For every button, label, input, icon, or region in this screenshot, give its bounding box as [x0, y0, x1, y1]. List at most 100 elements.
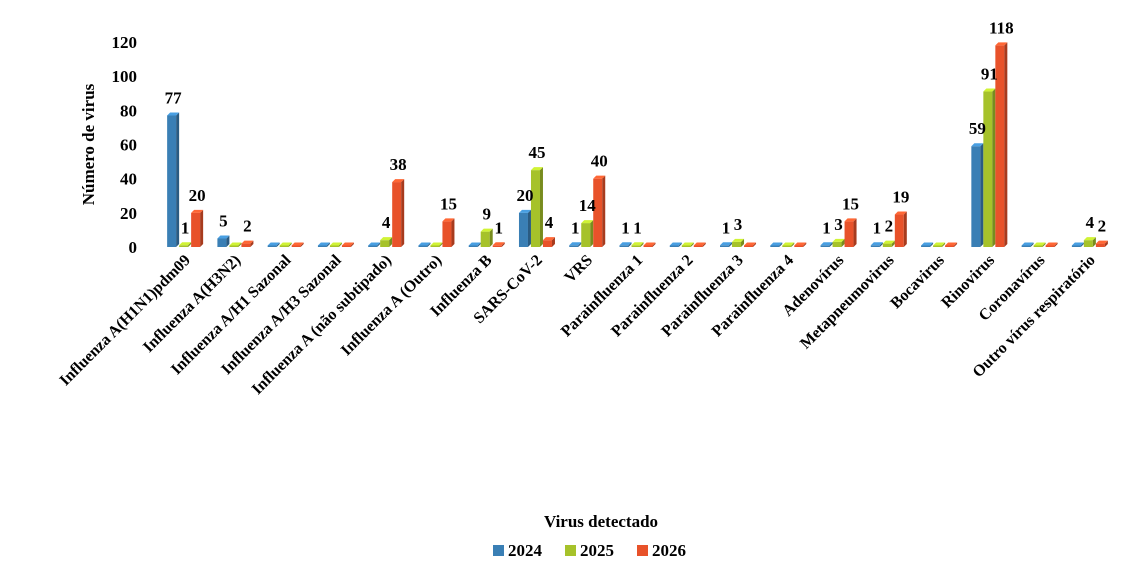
bar-front — [995, 45, 1005, 247]
bar-side — [326, 242, 330, 247]
bar-side — [980, 143, 984, 247]
bar — [418, 242, 431, 247]
bar-top — [167, 112, 180, 116]
y-tick-label: 0 — [129, 238, 138, 257]
bar — [581, 220, 594, 247]
bar — [191, 209, 204, 247]
x-tick-label: Metapneumovirus — [797, 252, 898, 353]
y-tick-label: 60 — [120, 136, 137, 155]
bar-front — [1021, 245, 1031, 247]
bar — [794, 242, 807, 247]
y-tick-label: 40 — [120, 170, 137, 189]
bar-front — [643, 245, 653, 247]
data-label: 45 — [528, 143, 545, 162]
bar — [341, 242, 354, 247]
legend-swatch — [637, 545, 648, 556]
bar-side — [942, 242, 946, 247]
bar-top — [820, 242, 833, 246]
bar-front — [770, 245, 780, 247]
bar-side — [389, 237, 393, 247]
data-label: 20 — [189, 186, 206, 205]
data-label: 1 — [621, 218, 630, 237]
bar — [267, 242, 280, 247]
bar — [681, 242, 694, 247]
bar-top — [518, 209, 531, 213]
bar-top — [368, 242, 381, 246]
bar-front — [229, 245, 239, 247]
data-label: 19 — [892, 188, 909, 207]
bar — [291, 242, 304, 247]
bar — [820, 242, 833, 247]
bar-top — [1095, 240, 1108, 244]
bar — [732, 238, 745, 247]
x-tick-label: Influenza A(H3N2) — [140, 252, 244, 356]
bar — [468, 242, 481, 247]
data-label: 14 — [579, 196, 597, 215]
bar-side — [992, 88, 996, 248]
bar-top — [1021, 242, 1034, 246]
bar — [744, 242, 757, 247]
bar-front — [1071, 245, 1081, 247]
legend-item: 2025 — [565, 541, 614, 560]
bar-side — [401, 179, 405, 247]
bar — [241, 240, 254, 247]
bar-front — [794, 245, 804, 247]
bar-top — [569, 242, 582, 246]
bar-side — [678, 242, 682, 247]
x-tick-label: VRS — [561, 252, 596, 287]
bar-side — [829, 242, 833, 247]
bar-side — [702, 242, 706, 247]
bar-side — [729, 242, 733, 247]
bar — [945, 242, 958, 247]
bar-front — [442, 221, 452, 247]
bar-top — [1083, 237, 1096, 241]
bar-front — [1095, 243, 1105, 247]
bar-top — [179, 242, 192, 246]
bar-side — [238, 242, 242, 247]
bar-top — [267, 242, 280, 246]
y-tick-label: 100 — [112, 67, 138, 86]
legend: 2024 2025 2026 — [493, 541, 686, 560]
bar-side — [954, 242, 958, 247]
bar-front — [530, 170, 540, 247]
bar-side — [578, 242, 582, 247]
bar — [1083, 237, 1096, 247]
bar — [971, 143, 984, 247]
bar-side — [477, 242, 481, 247]
legend-label: 2026 — [652, 541, 686, 560]
bar-front — [179, 245, 189, 247]
bar-top — [1033, 242, 1046, 246]
bar — [167, 112, 180, 247]
bar-side — [652, 242, 656, 247]
bar-side — [1042, 242, 1046, 247]
bar-top — [945, 242, 958, 246]
bar-side — [841, 238, 845, 247]
bar-side — [853, 218, 857, 247]
bar-side — [188, 242, 192, 247]
bar-front — [279, 245, 289, 247]
bar — [631, 242, 644, 247]
bar-front — [380, 240, 390, 247]
bar — [542, 237, 555, 247]
bar-top — [844, 218, 857, 222]
bar-front — [542, 240, 552, 247]
bar-top — [983, 88, 996, 92]
bar-side — [1054, 242, 1058, 247]
bar-side — [930, 242, 934, 247]
bar — [329, 242, 342, 247]
bar-top — [619, 242, 632, 246]
bar-front — [392, 182, 402, 247]
bar — [569, 242, 582, 247]
bar-top — [882, 240, 895, 244]
legend-label: 2025 — [580, 541, 614, 560]
y-tick-label: 120 — [112, 33, 138, 52]
bar-side — [1104, 240, 1108, 247]
bar-front — [1045, 245, 1055, 247]
bar-side — [176, 112, 180, 247]
bar-side — [200, 209, 204, 247]
bar-side — [602, 175, 606, 247]
bar-front — [870, 245, 880, 247]
data-label: 3 — [734, 215, 743, 234]
bar-side — [628, 242, 632, 247]
